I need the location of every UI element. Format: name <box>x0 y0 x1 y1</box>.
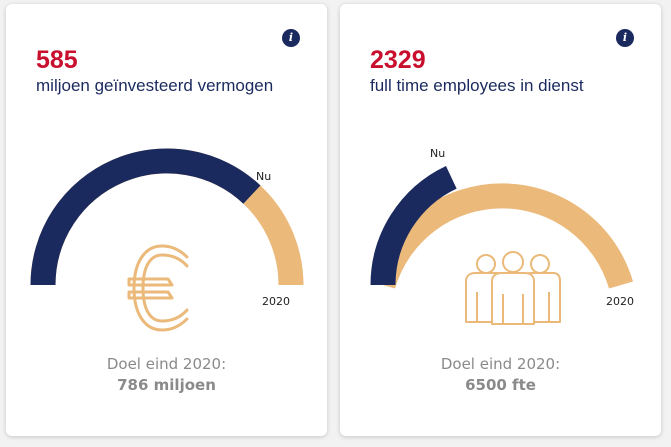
goal-label: Doel eind 2020: <box>106 355 227 373</box>
gauge-current-label: Nu <box>430 147 445 160</box>
gauge-end-label: 2020 <box>262 295 290 308</box>
goal-block: Doel eind 2020: 6500 fte <box>340 354 661 396</box>
kpi-card-employees: i 2329 full time employees in dienst Nu … <box>340 4 661 436</box>
gauge-progress <box>30 148 261 286</box>
progress-gauge: Nu 2020 <box>30 148 304 332</box>
info-icon[interactable]: i <box>282 29 300 47</box>
kpi-label: miljoen geïnvesteerd vermogen <box>36 76 274 95</box>
gauge-track <box>371 183 633 289</box>
info-icon[interactable]: i <box>616 29 634 47</box>
goal-label: Doel eind 2020: <box>440 355 561 373</box>
gauge-progress <box>370 165 457 286</box>
kpi-value: 585 <box>36 46 78 74</box>
goal-value: 786 miljoen <box>117 376 216 394</box>
gauge-current-label: Nu <box>256 170 271 183</box>
gauge-end-label: 2020 <box>606 295 634 308</box>
people-icon <box>465 251 561 325</box>
kpi-card-invested-capital: i 585 miljoen geïnvesteerd vermogen Nu 2… <box>6 4 327 436</box>
euro-icon <box>127 244 189 332</box>
kpi-value: 2329 <box>370 46 426 74</box>
goal-block: Doel eind 2020: 786 miljoen <box>6 354 327 396</box>
progress-gauge: Nu 2020 <box>370 147 634 325</box>
goal-value: 6500 fte <box>465 376 536 394</box>
kpi-label: full time employees in dienst <box>370 76 584 95</box>
